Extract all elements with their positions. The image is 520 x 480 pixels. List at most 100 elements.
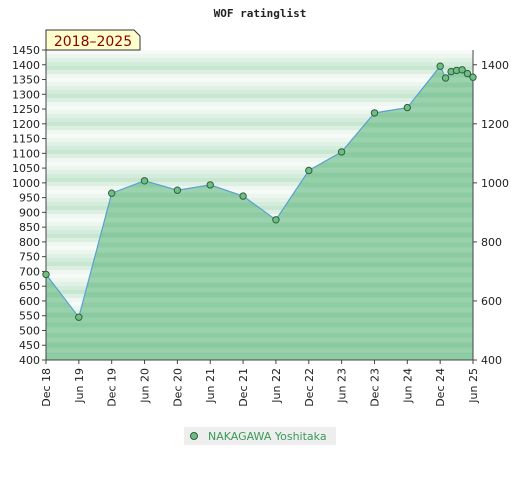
background-band [46,174,473,178]
x-tick-label: Dec 24 [434,368,447,407]
data-point [337,148,346,156]
y-left-tick-label: 650 [19,280,40,293]
y-left-tick-label: 1250 [12,103,40,116]
range-badge: 2018–2025 [45,29,141,51]
data-point [108,189,116,197]
y-right-tick-label: 1200 [481,118,509,131]
data-point [206,181,214,189]
x-tick-label: Jun 23 [336,368,349,404]
background-band [46,182,473,186]
background-band [46,158,473,162]
data-point [173,186,182,194]
x-tick-label: Dec 19 [106,368,119,407]
legend: NAKAGAWA Yoshitaka [184,427,336,445]
background-band [46,114,473,118]
y-left-tick-label: 1150 [12,133,40,146]
y-left-tick-label: 800 [19,236,40,249]
y-left-tick-label: 1400 [12,59,40,72]
background-band [46,146,473,150]
background-band [46,78,473,82]
y-left-tick-label: 900 [19,206,40,219]
background-band [46,198,473,202]
legend-marker [190,432,198,440]
data-point [458,66,466,74]
background-band [46,102,473,106]
background-band [46,190,473,194]
y-left-tick-label: 600 [19,295,40,308]
legend-entry: NAKAGAWA Yoshitaka [208,430,327,443]
y-left-tick-label: 1450 [12,44,40,57]
background-band [46,130,473,134]
y-left-tick-label: 1050 [12,162,40,175]
x-tick-label: Jun 24 [401,368,414,404]
background-band [46,54,473,58]
y-left-tick-label: 1200 [12,118,40,131]
background-band [46,162,473,166]
background-band [46,142,473,146]
x-tick-label: Dec 21 [237,368,250,407]
background-band [46,194,473,198]
x-axis-ticks: Dec 18 Jun 19 Dec 19 Jun 20 Dec 20 Jun 21 Dec … [40,360,480,407]
background-band [46,154,473,158]
background-band [46,94,473,98]
x-tick-label: Dec 18 [40,368,53,407]
background-band [46,118,473,122]
data-point [370,109,379,117]
y-right-tick-label: 1000 [481,177,509,190]
chart-title: WOF ratinglist [214,7,307,20]
background-band [46,178,473,182]
data-point [469,73,477,81]
background-band [46,126,473,130]
y-axis-left-ticks: 4004505005506006507007508008509009501000… [12,44,46,367]
x-tick-label: Jun 20 [139,368,152,404]
y-right-tick-label: 400 [481,354,502,367]
background-band [46,166,473,170]
x-tick-label: Dec 23 [368,368,381,407]
background-band [46,74,473,78]
data-point [441,74,450,82]
background-band [46,170,473,174]
background-band [46,58,473,62]
data-point [239,192,247,200]
data-point [42,270,50,279]
legend-box [184,427,336,445]
background-band [46,150,473,154]
y-right-tick-label: 600 [481,295,502,308]
y-left-tick-label: 450 [19,339,40,352]
range-label: 2018–2025 [54,34,132,50]
x-tick-label: Dec 22 [303,368,316,407]
data-point [305,166,313,175]
y-left-tick-label: 700 [19,265,40,278]
y-right-tick-label: 1400 [481,59,509,72]
y-left-tick-label: 500 [19,324,40,337]
background-band [46,90,473,94]
y-left-tick-label: 1300 [12,88,40,101]
background-band [46,138,473,142]
series-area [46,66,473,360]
data-point [140,177,149,185]
background-band [46,110,473,114]
background-band [46,122,473,126]
x-tick-label: Jun 21 [204,368,217,404]
y-left-tick-label: 1000 [12,177,40,190]
range-badge-box [45,29,141,51]
data-point [75,313,83,321]
background-band [46,66,473,70]
data-point [436,62,444,70]
y-left-tick-label: 400 [19,354,40,367]
background-band [46,98,473,102]
x-tick-label: Jun 22 [270,368,283,404]
data-point [463,69,472,78]
y-left-tick-label: 750 [19,251,40,264]
background-band [46,134,473,138]
background-band [46,106,473,110]
x-tick-label: Jun 19 [73,368,86,404]
background-band [46,70,473,74]
background-band [46,86,473,90]
y-left-tick-label: 1350 [12,74,40,87]
y-left-tick-label: 950 [19,192,40,205]
y-left-tick-label: 850 [19,221,40,234]
y-left-tick-label: 1100 [12,147,40,160]
background-band [46,50,473,54]
